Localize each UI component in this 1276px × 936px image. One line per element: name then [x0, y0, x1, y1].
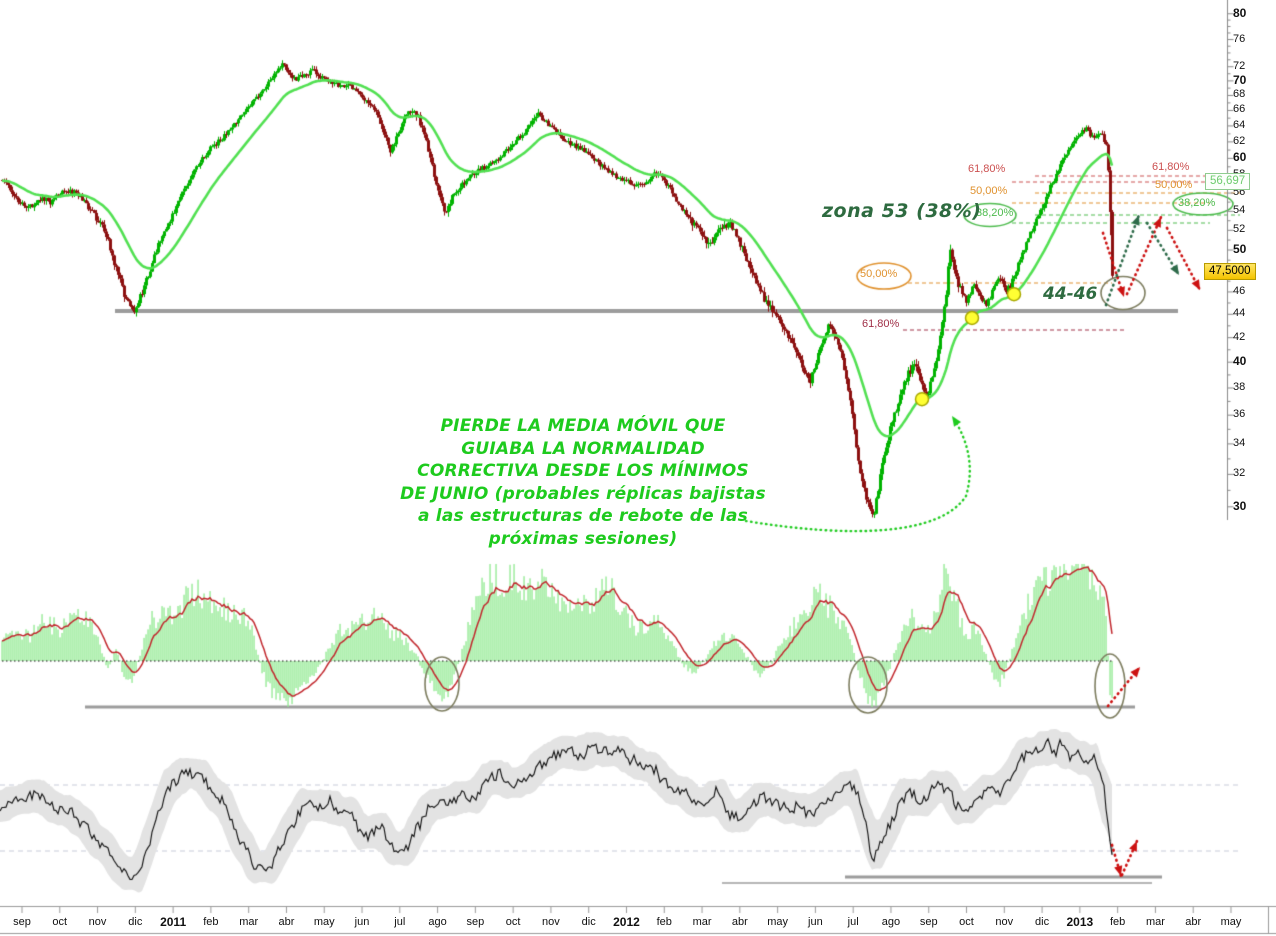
annotation-line-3: CORRECTIVA DESDE LOS MÍNIMOS [417, 461, 749, 481]
fib-left-61-label: 61,80% [968, 163, 1006, 175]
y-axis-tick-44: 44 [1233, 307, 1246, 320]
y-axis-tick-40: 40 [1233, 354, 1247, 369]
fib-mid-61-label: 61,80% [862, 318, 900, 330]
x-axis-label-15: dic [581, 916, 596, 928]
x-axis-label-9: jun [354, 916, 370, 928]
y-axis-tick-70: 70 [1233, 72, 1247, 87]
x-axis-label-30: mar [1145, 916, 1165, 928]
x-axis-label-23: ago [881, 916, 901, 928]
x-axis-label-14: nov [542, 916, 560, 928]
y-axis-tick-64: 64 [1233, 118, 1246, 131]
y-axis-tick-30: 30 [1233, 498, 1247, 513]
y-axis-tick-36: 36 [1233, 408, 1246, 421]
x-axis-label-7: abr [278, 916, 295, 928]
y-axis-tick-46: 46 [1233, 284, 1246, 297]
y-axis-tick-34: 34 [1233, 436, 1246, 449]
x-axis-label-29: feb [1109, 916, 1126, 928]
x-axis-label-18: mar [692, 916, 712, 928]
y-axis-tick-54: 54 [1233, 204, 1246, 217]
y-axis-tick-52: 52 [1233, 223, 1246, 236]
range-44-46-note: 44-46 [1043, 284, 1098, 304]
fib-right-38-label: 38,20% [1178, 197, 1216, 209]
x-axis-label-16: 2012 [613, 915, 640, 929]
x-axis-label-26: nov [995, 916, 1014, 928]
x-axis-label-17: feb [656, 916, 672, 928]
y-axis-tick-32: 32 [1233, 467, 1246, 480]
y-axis-tick-38: 38 [1233, 380, 1246, 393]
annotation-line-1: PIERDE LA MEDIA MÓVIL QUE [440, 416, 726, 436]
fib-right-61-label: 61,80% [1152, 161, 1190, 173]
x-axis-label-21: jun [808, 916, 823, 928]
x-axis-label-6: mar [239, 916, 259, 928]
x-axis-label-0: sep [13, 916, 31, 928]
x-axis-label-19: abr [731, 916, 748, 928]
y-axis-tick-42: 42 [1233, 330, 1246, 343]
x-axis-label-5: feb [203, 916, 219, 928]
x-axis-label-11: ago [428, 916, 447, 928]
annotation-line-5: a las estructuras de rebote de las [418, 506, 748, 526]
y-axis-tick-80: 80 [1233, 5, 1247, 20]
fib-left-38-label: 38,20% [976, 207, 1014, 219]
x-axis-label-27: dic [1035, 916, 1050, 928]
x-axis-label-25: oct [959, 916, 974, 928]
x-axis-label-31: abr [1185, 916, 1202, 928]
x-axis-label-3: dic [128, 916, 143, 928]
zona-53-note: zona 53 (38%) [822, 200, 982, 222]
y-axis-tick-62: 62 [1233, 134, 1246, 147]
annotation-line-2: GUIABA LA NORMALIDAD [461, 439, 705, 459]
x-axis-label-32: may [1220, 916, 1242, 928]
y-axis-tick-72: 72 [1233, 59, 1246, 72]
y-axis-tick-66: 66 [1233, 103, 1246, 116]
annotation-line-4: DE JUNIO (probables réplicas bajistas [400, 484, 766, 504]
last-price-tag: 47,5000 [1204, 263, 1256, 280]
y-axis-tick-50: 50 [1233, 242, 1247, 257]
x-axis-label-4: 2011 [160, 915, 187, 929]
x-axis-label-22: jul [847, 916, 859, 928]
x-axis-label-1: oct [52, 916, 68, 928]
ma-value-tag: 56,697 [1205, 173, 1251, 190]
x-axis-label-8: may [313, 916, 335, 928]
x-axis-label-13: oct [505, 916, 521, 928]
y-axis-tick-76: 76 [1233, 32, 1246, 45]
x-axis-label-28: 2013 [1066, 915, 1094, 929]
x-axis-label-12: sep [466, 916, 485, 928]
y-axis-tick-60: 60 [1233, 150, 1247, 165]
x-axis-label-2: nov [88, 916, 107, 928]
fib-left-50-label: 50,00% [970, 185, 1008, 197]
x-axis-label-24: sep [919, 916, 938, 928]
annotation-line-6: próximas sesiones) [488, 529, 678, 549]
fib-mid-50-label: 50,00% [860, 268, 898, 280]
y-axis-tick-68: 68 [1233, 88, 1246, 101]
x-axis-label-20: may [767, 916, 788, 928]
fib-right-50-label: 50,00% [1155, 179, 1193, 191]
x-axis-label-10: jul [394, 916, 406, 928]
